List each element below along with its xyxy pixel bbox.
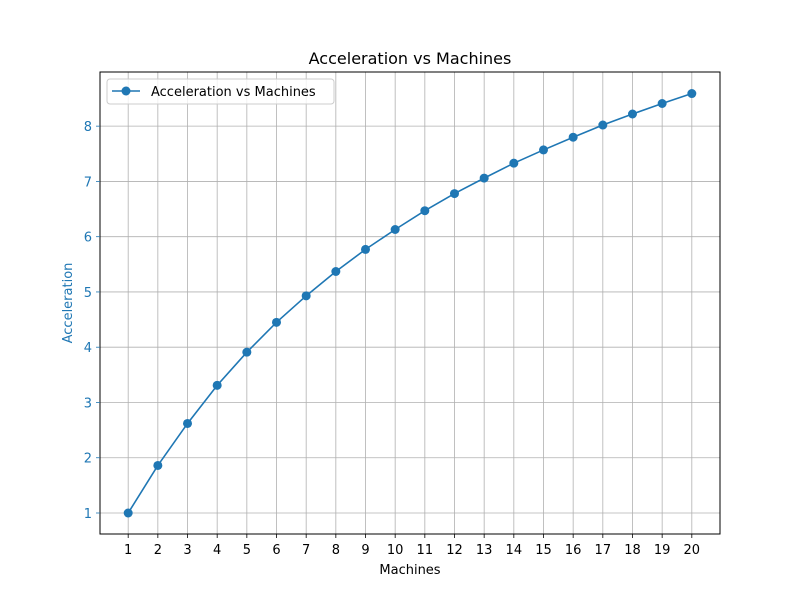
chart-title: Acceleration vs Machines xyxy=(309,49,512,68)
data-point xyxy=(627,109,637,119)
legend-marker-swatch xyxy=(121,86,131,96)
data-point xyxy=(331,267,341,276)
legend-box xyxy=(106,78,335,105)
legend: Acceleration vs Machines xyxy=(106,78,335,105)
data-point xyxy=(420,206,430,216)
series-layer xyxy=(123,89,697,518)
x-tick-label: 19 xyxy=(654,543,671,558)
y-tick-label: 3 xyxy=(84,396,92,411)
y-tick-label: 6 xyxy=(84,231,92,246)
x-tick-label: 11 xyxy=(417,543,434,558)
x-tick-label: 10 xyxy=(387,543,404,558)
data-point xyxy=(598,120,608,130)
series-line xyxy=(127,92,693,514)
y-tick-label: 7 xyxy=(84,175,92,190)
x-tick-label: 17 xyxy=(595,543,612,558)
data-point xyxy=(242,347,252,357)
y-tick-label: 1 xyxy=(84,507,92,522)
x-axis-title: Machines xyxy=(379,563,440,578)
data-point xyxy=(212,380,222,390)
data-point xyxy=(390,225,400,234)
x-tick-label: 9 xyxy=(361,543,369,558)
x-tick-label: 7 xyxy=(302,543,310,558)
x-tick-label: 13 xyxy=(476,543,493,558)
data-point xyxy=(449,189,459,199)
x-tick-label: 8 xyxy=(332,543,340,558)
data-point xyxy=(123,508,133,518)
data-point xyxy=(538,145,548,155)
x-tick-label: 6 xyxy=(272,543,280,558)
plot-frame xyxy=(99,71,721,535)
x-tick-label: 16 xyxy=(565,543,582,558)
x-tick-label: 15 xyxy=(535,543,552,558)
x-tick-label: 4 xyxy=(213,543,221,558)
x-axis-ticks: 1 2 3 4 5 6 7 8 9 10 11 12 13 14 15 16 17 18 19 20 xyxy=(124,534,700,558)
data-point xyxy=(361,244,371,254)
y-axis-title: Acceleration xyxy=(61,263,76,344)
data-point xyxy=(479,173,489,183)
y-tick-label: 8 xyxy=(84,120,92,135)
data-point xyxy=(687,89,697,99)
data-point xyxy=(153,460,163,470)
x-tick-label: 2 xyxy=(154,543,162,558)
y-tick-label: 2 xyxy=(84,452,92,467)
data-point xyxy=(301,291,311,301)
x-tick-label: 18 xyxy=(624,543,641,558)
x-tick-label: 3 xyxy=(183,543,191,558)
x-tick-label: 12 xyxy=(446,543,463,558)
legend-label: Acceleration vs Machines xyxy=(151,85,316,100)
data-point xyxy=(657,99,667,108)
data-point xyxy=(183,418,193,428)
x-tick-label: 1 xyxy=(124,543,132,558)
data-point xyxy=(568,132,578,142)
x-tick-label: 5 xyxy=(243,543,251,558)
y-axis-ticks: 1 2 3 4 5 6 7 8 xyxy=(84,120,100,522)
data-point xyxy=(272,317,282,327)
x-tick-label: 20 xyxy=(684,543,701,558)
y-tick-label: 5 xyxy=(84,286,92,301)
y-tick-label: 4 xyxy=(84,341,92,356)
x-tick-label: 14 xyxy=(506,543,523,558)
data-point xyxy=(509,158,519,168)
grid xyxy=(100,72,720,534)
